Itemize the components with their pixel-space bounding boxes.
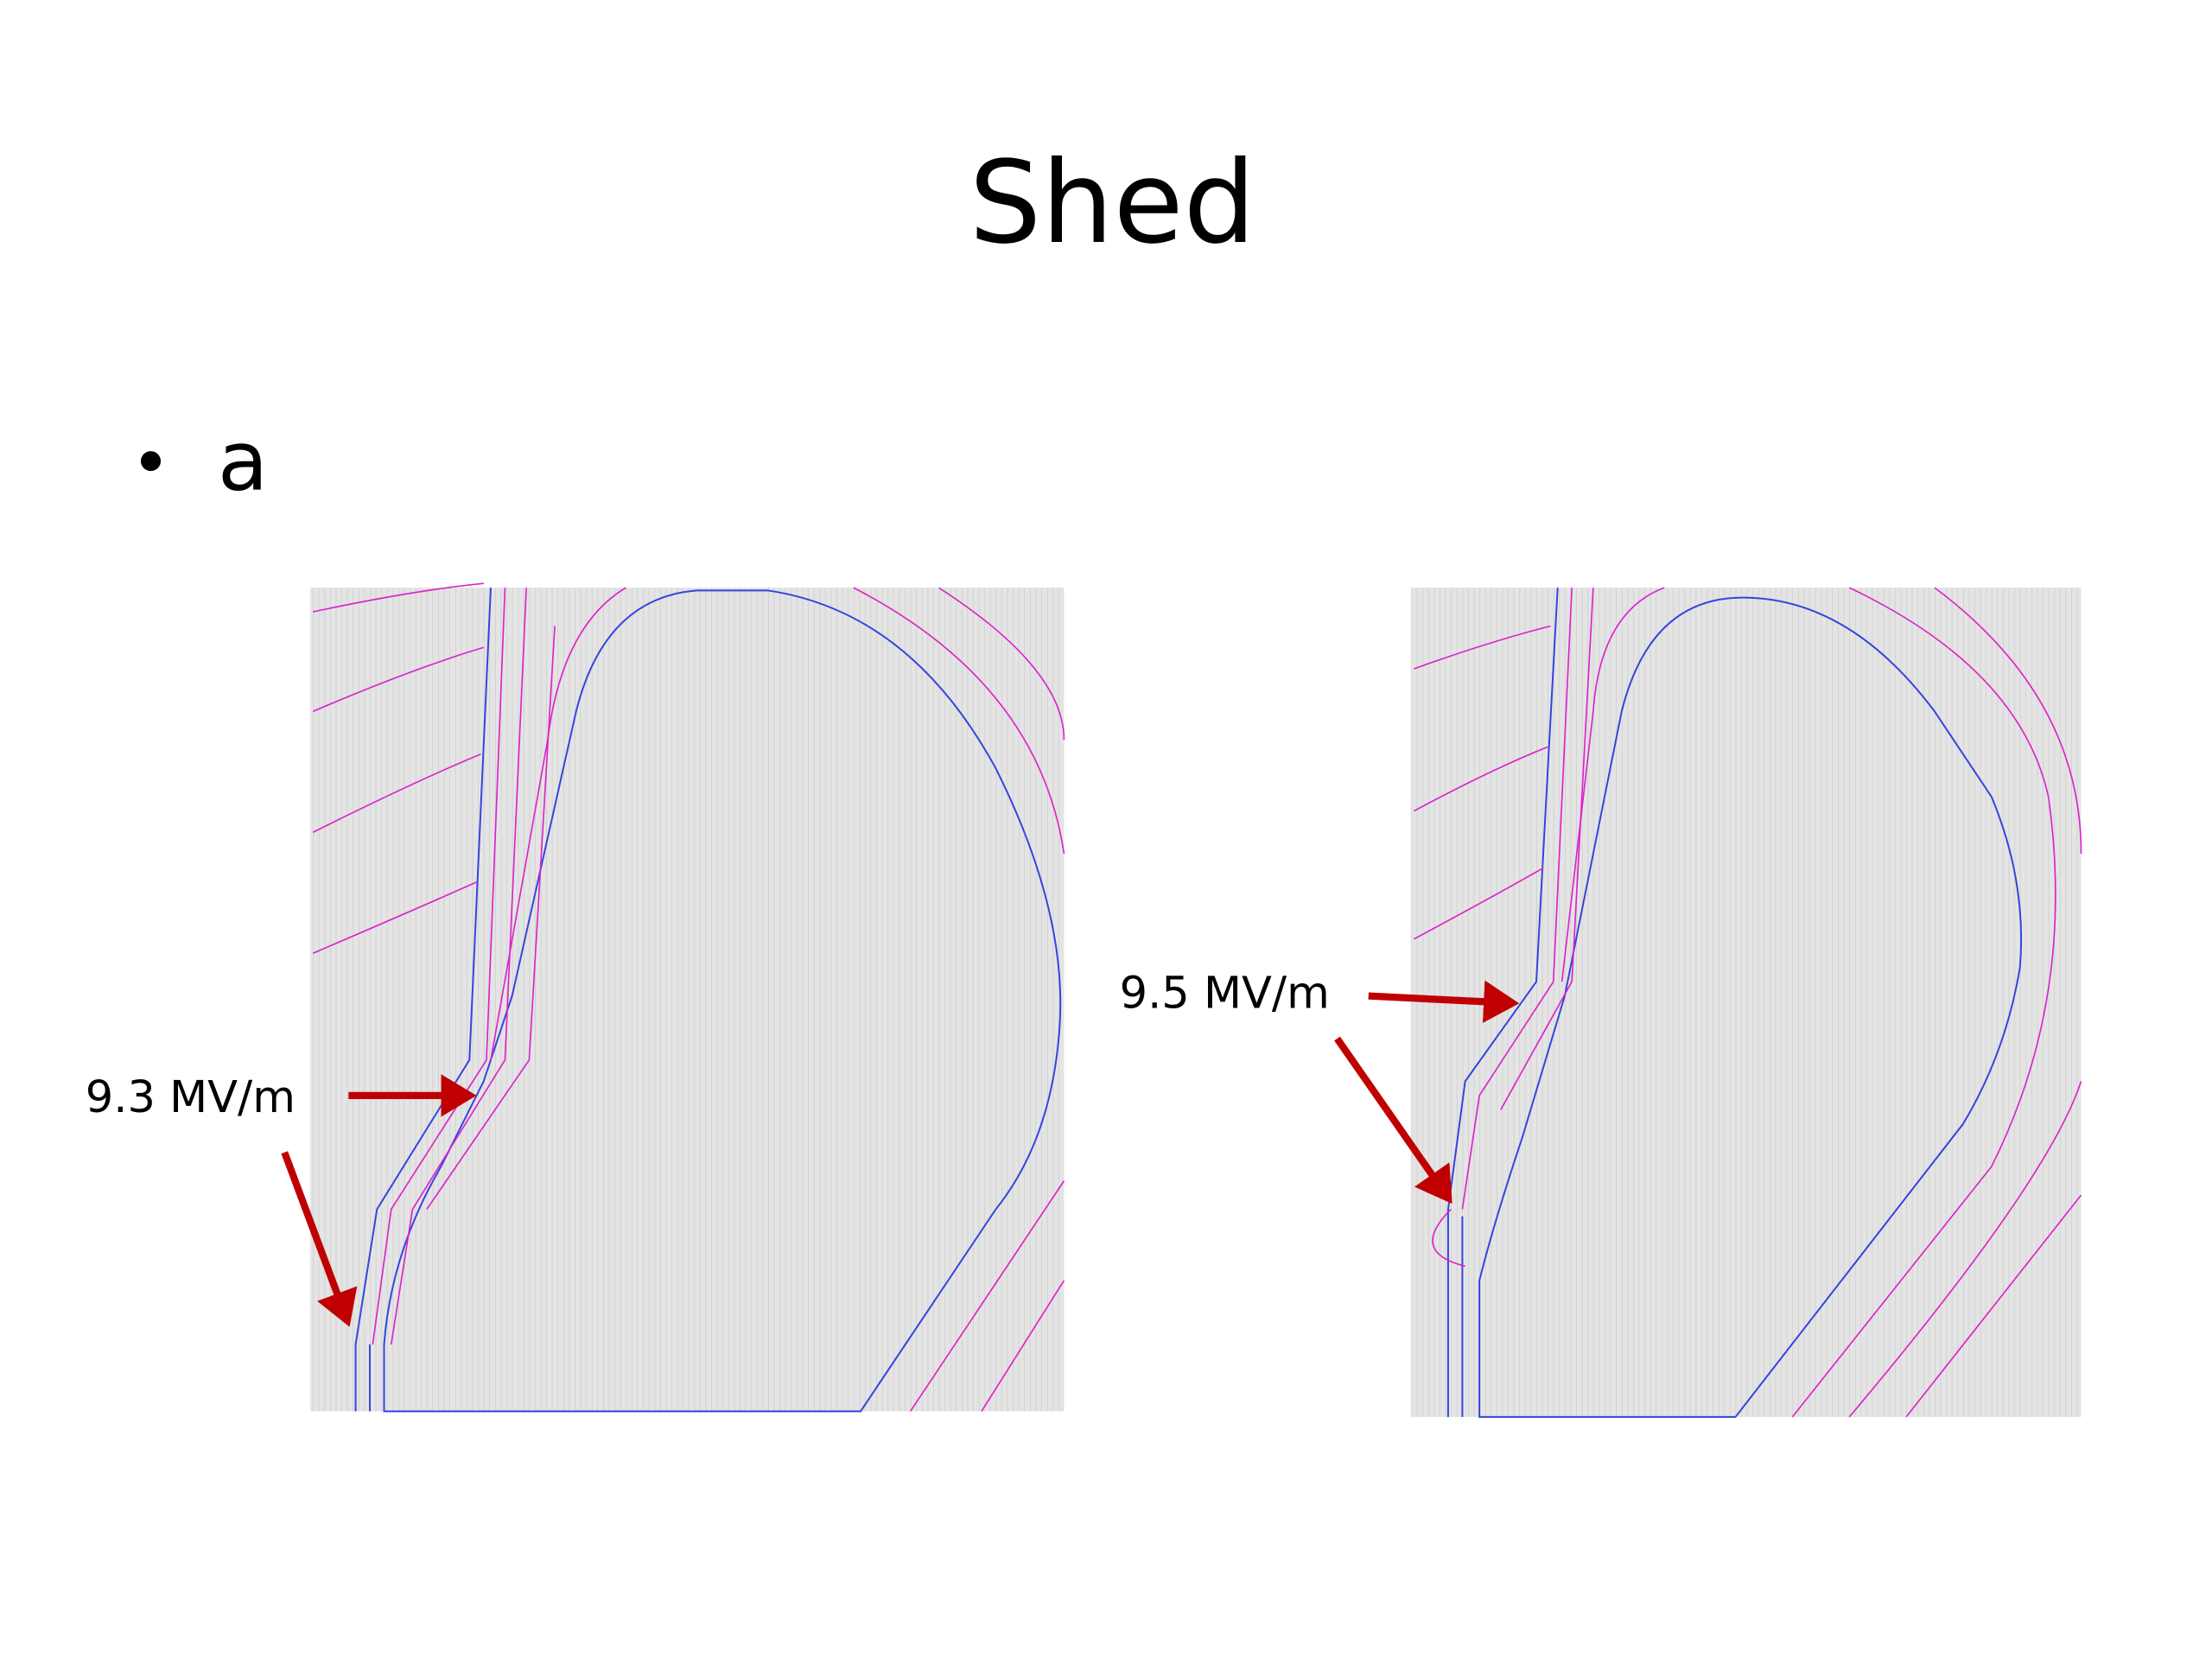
arrow: [281, 1151, 358, 1327]
annotation-left: 9.3 MV/m: [86, 1072, 296, 1123]
bullet-text: a: [218, 413, 269, 510]
annotation-right: 9.5 MV/m: [1120, 969, 1330, 1020]
bullet-dot: [140, 451, 162, 472]
field-plot-left: [309, 582, 1065, 1413]
arrow: [1334, 1036, 1452, 1205]
slide-title: Shed: [969, 137, 1256, 270]
arrow: [1368, 980, 1520, 1023]
field-plot-right: [1411, 587, 2082, 1418]
